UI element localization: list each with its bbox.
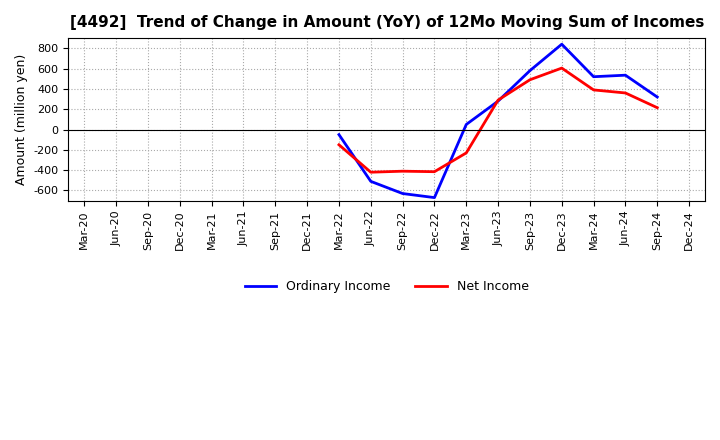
Ordinary Income [621, 73, 630, 78]
Ordinary Income [494, 99, 503, 104]
Ordinary Income [335, 132, 343, 137]
Net Income [335, 142, 343, 147]
Ordinary Income [557, 41, 566, 47]
Net Income [398, 169, 407, 174]
Net Income [430, 169, 438, 174]
Net Income [526, 77, 534, 82]
Net Income [557, 66, 566, 71]
Net Income [494, 97, 503, 103]
Net Income [462, 150, 471, 156]
Line: Ordinary Income: Ordinary Income [339, 44, 657, 198]
Net Income [621, 90, 630, 95]
Net Income [653, 105, 662, 110]
Ordinary Income [398, 191, 407, 196]
Ordinary Income [653, 95, 662, 100]
Ordinary Income [589, 74, 598, 79]
Y-axis label: Amount (million yen): Amount (million yen) [15, 54, 28, 185]
Line: Net Income: Net Income [339, 68, 657, 172]
Title: [4492]  Trend of Change in Amount (YoY) of 12Mo Moving Sum of Incomes: [4492] Trend of Change in Amount (YoY) o… [70, 15, 704, 30]
Ordinary Income [430, 195, 438, 200]
Net Income [589, 87, 598, 92]
Ordinary Income [366, 179, 375, 184]
Legend: Ordinary Income, Net Income: Ordinary Income, Net Income [240, 275, 534, 298]
Ordinary Income [462, 122, 471, 127]
Net Income [366, 169, 375, 175]
Ordinary Income [526, 68, 534, 73]
